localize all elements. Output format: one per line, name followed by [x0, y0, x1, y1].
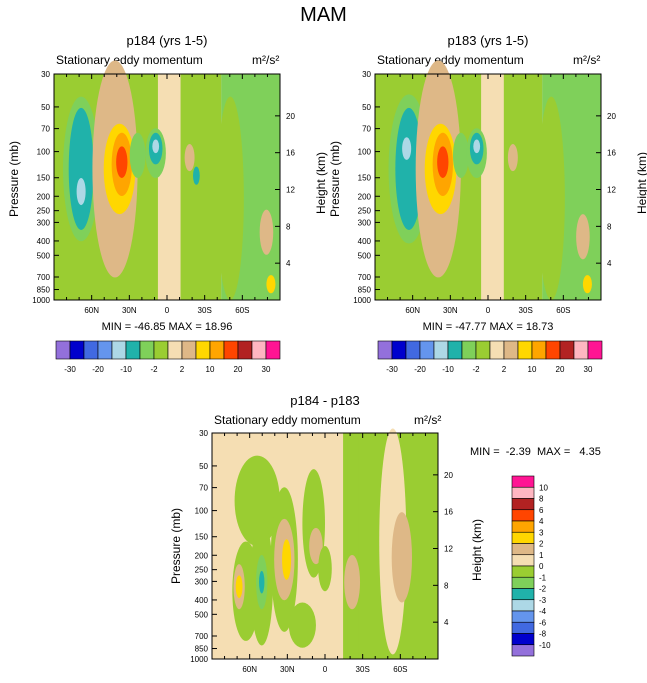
panel1-title: p184 (yrs 1-5): [126, 33, 208, 48]
panel1-contour-11: [116, 146, 128, 178]
panel2-title: p183 (yrs 1-5): [447, 33, 529, 48]
panel3-ylabel-right: Height (km): [470, 519, 484, 582]
panel2-units: m²/s²: [573, 53, 601, 67]
panel1-contour-7: [76, 177, 86, 206]
panel1-colorbar-cell-9: [181, 340, 197, 360]
panel1-contour-12: [129, 132, 146, 178]
panel1-colorbar-cell-15: [265, 340, 281, 360]
panel1-colorbar-cell-0: [55, 340, 71, 360]
panel1-contour-16: [184, 144, 195, 172]
panel1-colorbar-cell-8: [167, 340, 183, 360]
panel1-pressure-tick-700: 700: [37, 273, 51, 282]
panel1-height-tick-12: 12: [286, 186, 295, 195]
panel1-colorbar-label-0: -30: [64, 365, 76, 374]
panel1-pressure-tick-850: 850: [37, 286, 51, 295]
panel3-stats: MIN = -2.39 MAX = 4.35: [470, 446, 601, 458]
panel1-contour-18: [259, 209, 274, 255]
figure-title: MAM: [300, 4, 347, 26]
panel2-stats: MIN = -47.77 MAX = 18.73: [422, 321, 554, 333]
panel1-contour-1: [157, 74, 174, 300]
panel1-pressure-tick-30: 30: [41, 70, 50, 79]
panel1-colorbar-cell-4: [111, 340, 127, 360]
panel1-colorbar-label-2: -10: [120, 365, 132, 374]
panel1-colorbar-cell-6: [139, 340, 155, 360]
panel1-contour-17: [192, 166, 200, 185]
panel1-pressure-tick-300: 300: [37, 218, 51, 227]
panel1-pressure-tick-1000: 1000: [32, 296, 50, 305]
panel1-subtitle: Stationary eddy momentum: [56, 53, 203, 67]
panel1-contour-15: [152, 139, 160, 154]
panel1-lat-tick-60S: 60S: [235, 306, 249, 315]
panel1-colorbar-cell-12: [223, 340, 239, 360]
panel1-colorbar-cell-11: [209, 340, 225, 360]
panel1-colorbar-cell-13: [237, 340, 253, 360]
panel1-colorbar-cell-3: [97, 340, 113, 360]
panel1-units: m²/s²: [252, 53, 280, 67]
panel1-contour-19: [266, 275, 276, 294]
panel1-lat-tick-60N: 60N: [84, 306, 99, 315]
panel1-pressure-tick-50: 50: [41, 103, 50, 112]
panel1-pressure-tick-200: 200: [37, 192, 51, 201]
panel2-ylabel-right: Height (km): [635, 152, 647, 215]
panel1-colorbar-label-4: 2: [180, 365, 185, 374]
panel3-title: p184 - p183: [290, 393, 360, 408]
panel2-subtitle: Stationary eddy momentum: [377, 53, 524, 67]
panel1-colorbar-label-6: 20: [234, 365, 243, 374]
panel1-colorbar-cell-10: [195, 340, 211, 360]
panel1-colorbar-cell-5: [125, 340, 141, 360]
panel1-height-tick-16: 16: [286, 149, 295, 158]
panel3-subtitle: Stationary eddy momentum: [214, 413, 361, 427]
panel3-units: m²/s²: [414, 413, 442, 427]
panel1-contour-2: [180, 74, 222, 300]
panel3-ylabel-left: Pressure (mb): [169, 508, 183, 585]
panel1-colorbar-cell-1: [69, 340, 85, 360]
panel1-colorbar-label-3: -2: [150, 365, 158, 374]
panel1-stats: MIN = -46.85 MAX = 18.96: [101, 321, 233, 333]
panel1-height-tick-4: 4: [286, 259, 291, 268]
panel1-lat-tick-30S: 30S: [198, 306, 212, 315]
panel1-colorbar-label-7: 30: [262, 365, 271, 374]
panel1-pressure-tick-70: 70: [41, 125, 50, 134]
panel1-pressure-tick-400: 400: [37, 237, 51, 246]
panel1-pressure-tick-100: 100: [37, 148, 51, 157]
panel1-contour-20: [257, 284, 267, 298]
panel1-lat-tick-30N: 30N: [122, 306, 137, 315]
panel1-lat-tick-0: 0: [165, 306, 170, 315]
panel2-ylabel-left: Pressure (mb): [328, 141, 342, 218]
panel1-colorbar-cell-2: [83, 340, 99, 360]
panel1-pressure-tick-250: 250: [37, 207, 51, 216]
panel1-height-tick-8: 8: [286, 222, 291, 231]
panel1-contour-4: [216, 96, 244, 300]
panel1-pressure-tick-150: 150: [37, 174, 51, 183]
panel1-colorbar-cell-7: [153, 340, 169, 360]
panel1-height-tick-20: 20: [286, 112, 295, 121]
panel1-colorbar-cell-14: [251, 340, 267, 360]
panel1-colorbar-label-1: -20: [92, 365, 104, 374]
panel1-pressure-tick-500: 500: [37, 251, 51, 260]
panel1-colorbar-label-5: 10: [206, 365, 215, 374]
panel1-contour-6: [68, 107, 94, 230]
